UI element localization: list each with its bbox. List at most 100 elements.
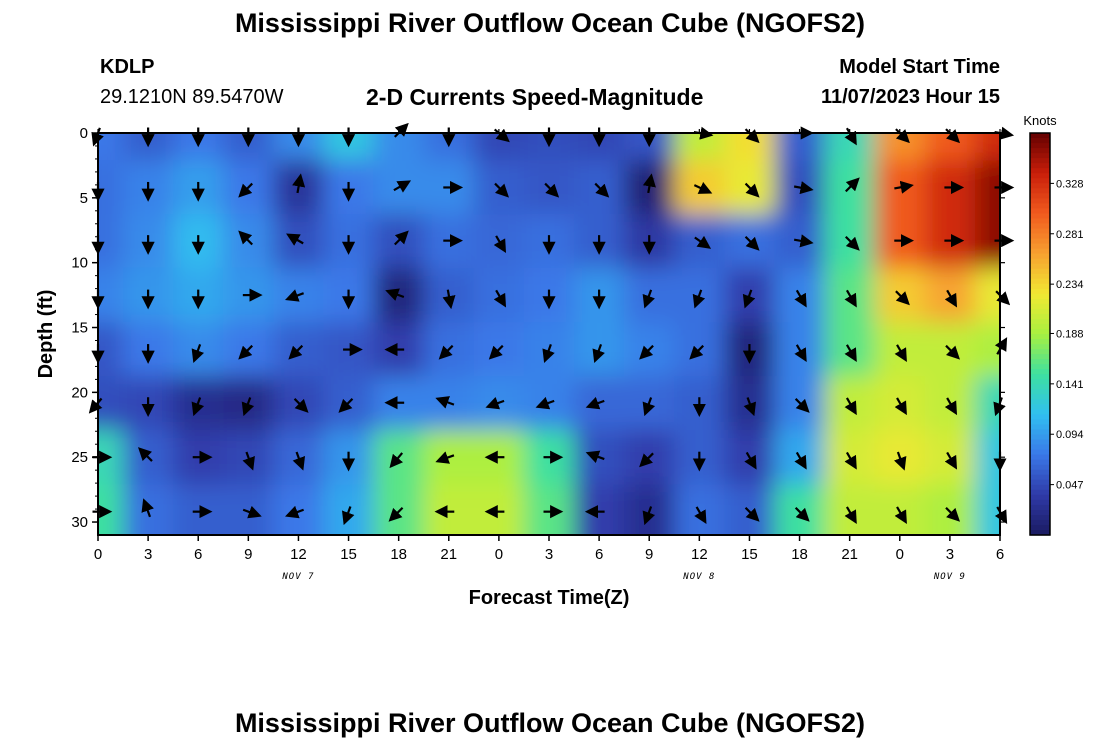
colorbar-swatch bbox=[1030, 133, 1050, 139]
current-arrow bbox=[895, 290, 910, 306]
current-arrow bbox=[442, 289, 456, 310]
colorbar-tick-label: 0.141 bbox=[1056, 379, 1084, 391]
current-arrow bbox=[744, 235, 760, 251]
colorbar-tick-label: 0.234 bbox=[1056, 279, 1084, 291]
colorbar-swatch bbox=[1030, 228, 1050, 235]
heatmap-cell bbox=[98, 322, 124, 377]
current-arrow bbox=[945, 344, 961, 360]
colorbar-swatch bbox=[1030, 243, 1050, 250]
current-arrow bbox=[385, 288, 405, 301]
model-start-label: Model Start Time bbox=[839, 56, 1000, 78]
heatmap-cell bbox=[774, 133, 826, 161]
heatmap-cell bbox=[473, 484, 525, 535]
current-arrow bbox=[844, 235, 860, 251]
colorbar-swatch bbox=[1030, 188, 1050, 194]
colorbar-swatch bbox=[1030, 258, 1050, 265]
date-label: NOV 8 bbox=[682, 572, 715, 582]
colorbar-swatch bbox=[1030, 414, 1050, 421]
heatmap-cell bbox=[173, 484, 224, 535]
current-arrow bbox=[894, 506, 907, 525]
colorbar-swatch bbox=[1030, 263, 1050, 270]
heatmap-cell bbox=[574, 484, 625, 535]
current-arrow bbox=[542, 344, 555, 363]
colorbar-swatch bbox=[1030, 434, 1050, 441]
heatmap-cell bbox=[98, 267, 124, 323]
current-arrow bbox=[794, 506, 810, 522]
current-arrow bbox=[794, 344, 807, 362]
heatmap-cell bbox=[974, 133, 1000, 161]
colorbar-tick-label: 0.281 bbox=[1056, 229, 1084, 241]
colorbar-tick-label: 0.047 bbox=[1056, 480, 1084, 492]
x-tick-label: 6 bbox=[194, 546, 202, 563]
colorbar-swatch bbox=[1030, 168, 1050, 174]
y-tick-label: 20 bbox=[71, 384, 88, 401]
current-arrow bbox=[494, 182, 510, 198]
x-tick-label: 3 bbox=[545, 546, 553, 563]
current-arrow bbox=[485, 396, 505, 410]
colorbar-swatch bbox=[1030, 223, 1050, 230]
current-arrow bbox=[241, 397, 255, 417]
current-arrow bbox=[945, 506, 961, 522]
colorbar-swatch bbox=[1030, 293, 1050, 300]
colorbar-swatch bbox=[1030, 519, 1050, 526]
x-tick-label: 0 bbox=[495, 546, 503, 563]
colorbar-swatch bbox=[1030, 238, 1050, 245]
current-arrow bbox=[694, 506, 707, 525]
colorbar-swatch bbox=[1030, 484, 1050, 491]
colorbar-swatch bbox=[1030, 474, 1050, 481]
current-arrow bbox=[844, 289, 857, 308]
x-tick-label: 18 bbox=[390, 546, 407, 563]
current-arrow bbox=[594, 182, 610, 198]
x-tick-label: 0 bbox=[94, 546, 102, 563]
colorbar-swatch bbox=[1030, 419, 1050, 426]
x-tick-label: 3 bbox=[144, 546, 152, 563]
y-tick-label: 25 bbox=[71, 449, 88, 466]
colorbar-swatch bbox=[1030, 323, 1050, 330]
x-tick-label: 21 bbox=[841, 546, 858, 563]
colorbar-swatch bbox=[1030, 399, 1050, 405]
colorbar-swatch bbox=[1030, 439, 1050, 446]
colorbar-swatch bbox=[1030, 404, 1050, 410]
y-tick-label: 30 bbox=[71, 514, 88, 531]
colorbar-swatch bbox=[1030, 469, 1050, 476]
current-arrow bbox=[286, 233, 304, 246]
x-tick-label: 15 bbox=[741, 546, 758, 563]
colorbar-swatch bbox=[1030, 504, 1050, 511]
colorbar-swatch bbox=[1030, 248, 1050, 255]
current-arrow bbox=[944, 289, 958, 308]
x-axis-label: Forecast Time(Z) bbox=[469, 587, 630, 609]
colorbar-swatch bbox=[1030, 369, 1050, 375]
current-arrow bbox=[393, 230, 409, 246]
current-arrow bbox=[585, 396, 605, 410]
current-arrow bbox=[438, 344, 454, 360]
colorbar-frame bbox=[1029, 132, 1051, 536]
colorbar-swatch bbox=[1030, 328, 1050, 335]
current-arrow bbox=[944, 451, 958, 470]
colorbar-swatch bbox=[1030, 424, 1050, 431]
heatmap-cell bbox=[974, 484, 1000, 535]
colorbar-swatch bbox=[1030, 303, 1050, 310]
heatmap-cell bbox=[98, 214, 124, 269]
x-tick-label: 0 bbox=[896, 546, 904, 563]
current-arrow bbox=[694, 235, 712, 249]
current-arrow bbox=[435, 451, 455, 464]
current-arrow bbox=[793, 234, 814, 248]
current-arrow bbox=[238, 230, 254, 246]
colorbar-swatch bbox=[1030, 349, 1050, 355]
colorbar-swatch bbox=[1030, 298, 1050, 305]
colorbar-swatch bbox=[1030, 489, 1050, 496]
y-tick-label: 5 bbox=[80, 190, 88, 207]
station-id: KDLP bbox=[100, 56, 155, 78]
current-arrow bbox=[642, 289, 656, 309]
current-arrow bbox=[388, 506, 404, 522]
current-arrow bbox=[544, 182, 560, 198]
colorbar-swatch bbox=[1030, 203, 1050, 209]
colorbar-swatch bbox=[1030, 524, 1050, 531]
current-arrow bbox=[844, 451, 857, 470]
current-arrow bbox=[642, 173, 656, 194]
colorbar-swatch bbox=[1030, 183, 1050, 189]
current-arrow bbox=[944, 397, 958, 416]
colorbar-swatch bbox=[1030, 364, 1050, 370]
colorbar-tick-label: 0.328 bbox=[1056, 178, 1084, 190]
current-arrow bbox=[141, 498, 154, 518]
